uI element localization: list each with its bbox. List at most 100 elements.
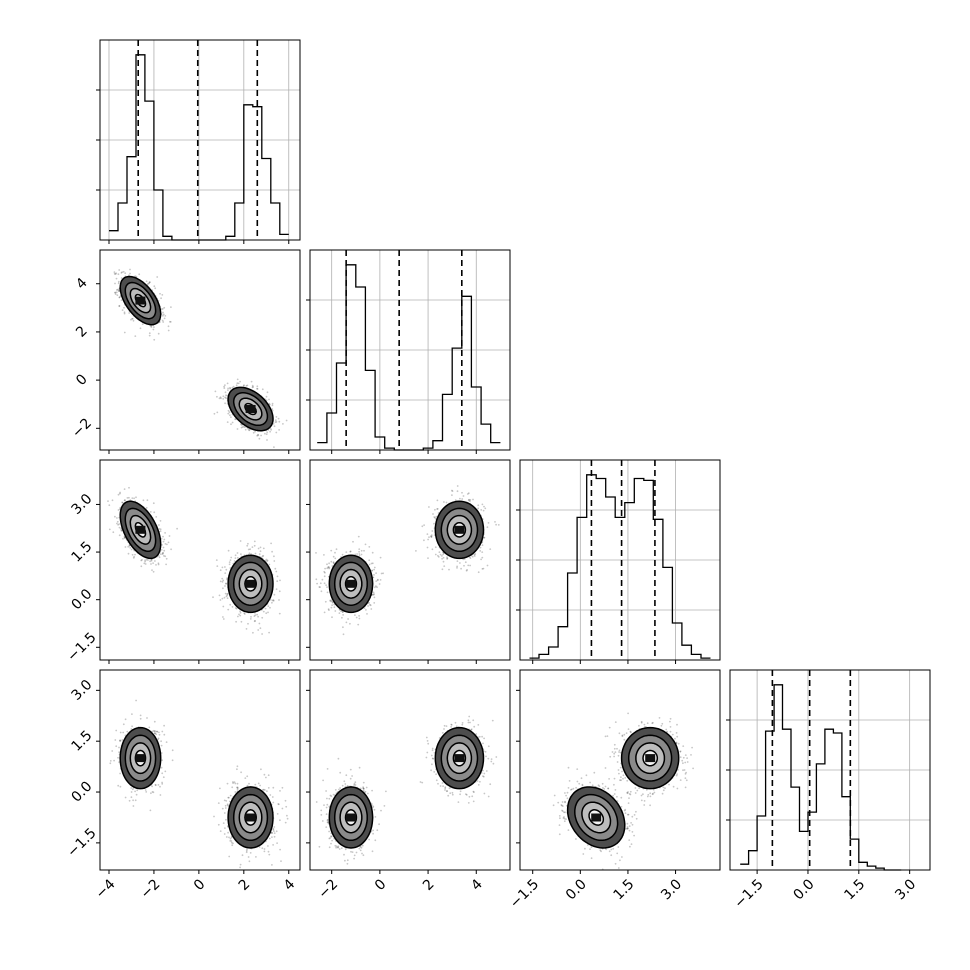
- sample-point: [121, 501, 124, 504]
- sample-point: [469, 564, 471, 567]
- sample-point: [118, 534, 121, 537]
- sample-point: [473, 555, 476, 557]
- sample-point: [128, 544, 131, 547]
- sample-point: [158, 524, 160, 526]
- density-peak: [245, 405, 256, 413]
- sample-point: [466, 493, 469, 495]
- sample-point: [373, 568, 375, 571]
- sample-point: [147, 282, 149, 285]
- sample-point: [483, 536, 485, 539]
- sample-point: [456, 490, 459, 493]
- sample-point: [423, 539, 425, 542]
- sample-point: [258, 437, 261, 440]
- sample-point: [256, 387, 258, 390]
- sample-point: [338, 612, 341, 614]
- sample-point: [150, 326, 153, 328]
- sample-point: [118, 523, 121, 525]
- sample-point: [358, 548, 361, 550]
- sample-point: [253, 615, 256, 617]
- sample-point: [225, 394, 227, 397]
- sample-point: [130, 548, 133, 551]
- sample-point: [323, 554, 325, 556]
- sample-point: [149, 511, 152, 513]
- sample-point: [327, 608, 330, 610]
- sample-point: [229, 387, 232, 390]
- sample-point: [129, 268, 131, 271]
- sample-point: [269, 430, 271, 433]
- sample-point: [120, 529, 123, 532]
- sample-point: [116, 520, 119, 523]
- panel-frame: [99, 459, 301, 661]
- sample-point: [239, 380, 242, 383]
- sample-point: [245, 628, 248, 630]
- sample-point: [271, 550, 273, 553]
- sample-point: [375, 585, 377, 587]
- sample-point: [479, 546, 482, 549]
- sample-point: [256, 388, 259, 390]
- sample-point: [222, 616, 224, 618]
- sample-point: [236, 552, 239, 554]
- sample-point: [114, 293, 117, 295]
- sample-point: [233, 560, 236, 562]
- sample-point: [427, 538, 429, 541]
- sample-point: [434, 553, 437, 556]
- sample-point: [471, 555, 474, 558]
- sample-point: [123, 331, 126, 334]
- sample-point: [212, 596, 214, 599]
- sample-point: [442, 553, 444, 556]
- sample-point: [259, 546, 262, 549]
- sample-point: [249, 618, 252, 620]
- sample-point: [115, 291, 118, 294]
- sample-point: [118, 290, 121, 293]
- hist-panel-0: [96, 39, 301, 244]
- sample-point: [467, 564, 470, 567]
- sample-point: [459, 497, 461, 500]
- sample-point: [273, 593, 276, 596]
- sample-point: [222, 398, 225, 400]
- sample-point: [230, 556, 233, 559]
- sample-point: [127, 496, 130, 499]
- sample-point: [360, 549, 363, 552]
- sample-point: [247, 428, 250, 430]
- sample-point: [462, 495, 465, 497]
- sample-point: [129, 547, 132, 549]
- sample-point: [216, 565, 219, 567]
- sample-point: [373, 574, 375, 576]
- sample-point: [253, 540, 256, 543]
- sample-point: [276, 580, 279, 583]
- sample-point: [251, 546, 254, 548]
- sample-point: [162, 313, 165, 316]
- sample-point: [324, 600, 327, 603]
- sample-point: [271, 402, 274, 405]
- density-peak: [245, 579, 256, 588]
- sample-point: [245, 384, 248, 387]
- sample-point: [234, 607, 237, 609]
- sample-point: [148, 334, 151, 337]
- sample-point: [248, 429, 251, 431]
- sample-point: [114, 515, 116, 518]
- sample-point: [223, 596, 226, 599]
- sample-point: [159, 520, 162, 522]
- sample-point: [119, 492, 121, 495]
- sample-point: [227, 412, 230, 415]
- sample-point: [157, 563, 160, 566]
- sample-point: [436, 499, 439, 502]
- sample-point: [275, 588, 278, 591]
- sample-point: [373, 593, 375, 595]
- sample-point: [165, 557, 168, 560]
- sample-point: [282, 423, 284, 425]
- hist-panel-1: [306, 249, 511, 454]
- sample-point: [114, 291, 117, 294]
- sample-point: [368, 602, 370, 604]
- sample-point: [154, 560, 156, 562]
- scatter-panel-1-2: [306, 459, 511, 664]
- sample-point: [278, 429, 280, 431]
- sample-point: [431, 530, 434, 532]
- sample-point: [446, 558, 448, 560]
- sample-point: [160, 537, 163, 540]
- sample-point: [176, 527, 179, 530]
- sample-point: [145, 280, 148, 283]
- sample-point: [166, 543, 168, 546]
- sample-point: [372, 593, 375, 596]
- sample-point: [278, 590, 281, 593]
